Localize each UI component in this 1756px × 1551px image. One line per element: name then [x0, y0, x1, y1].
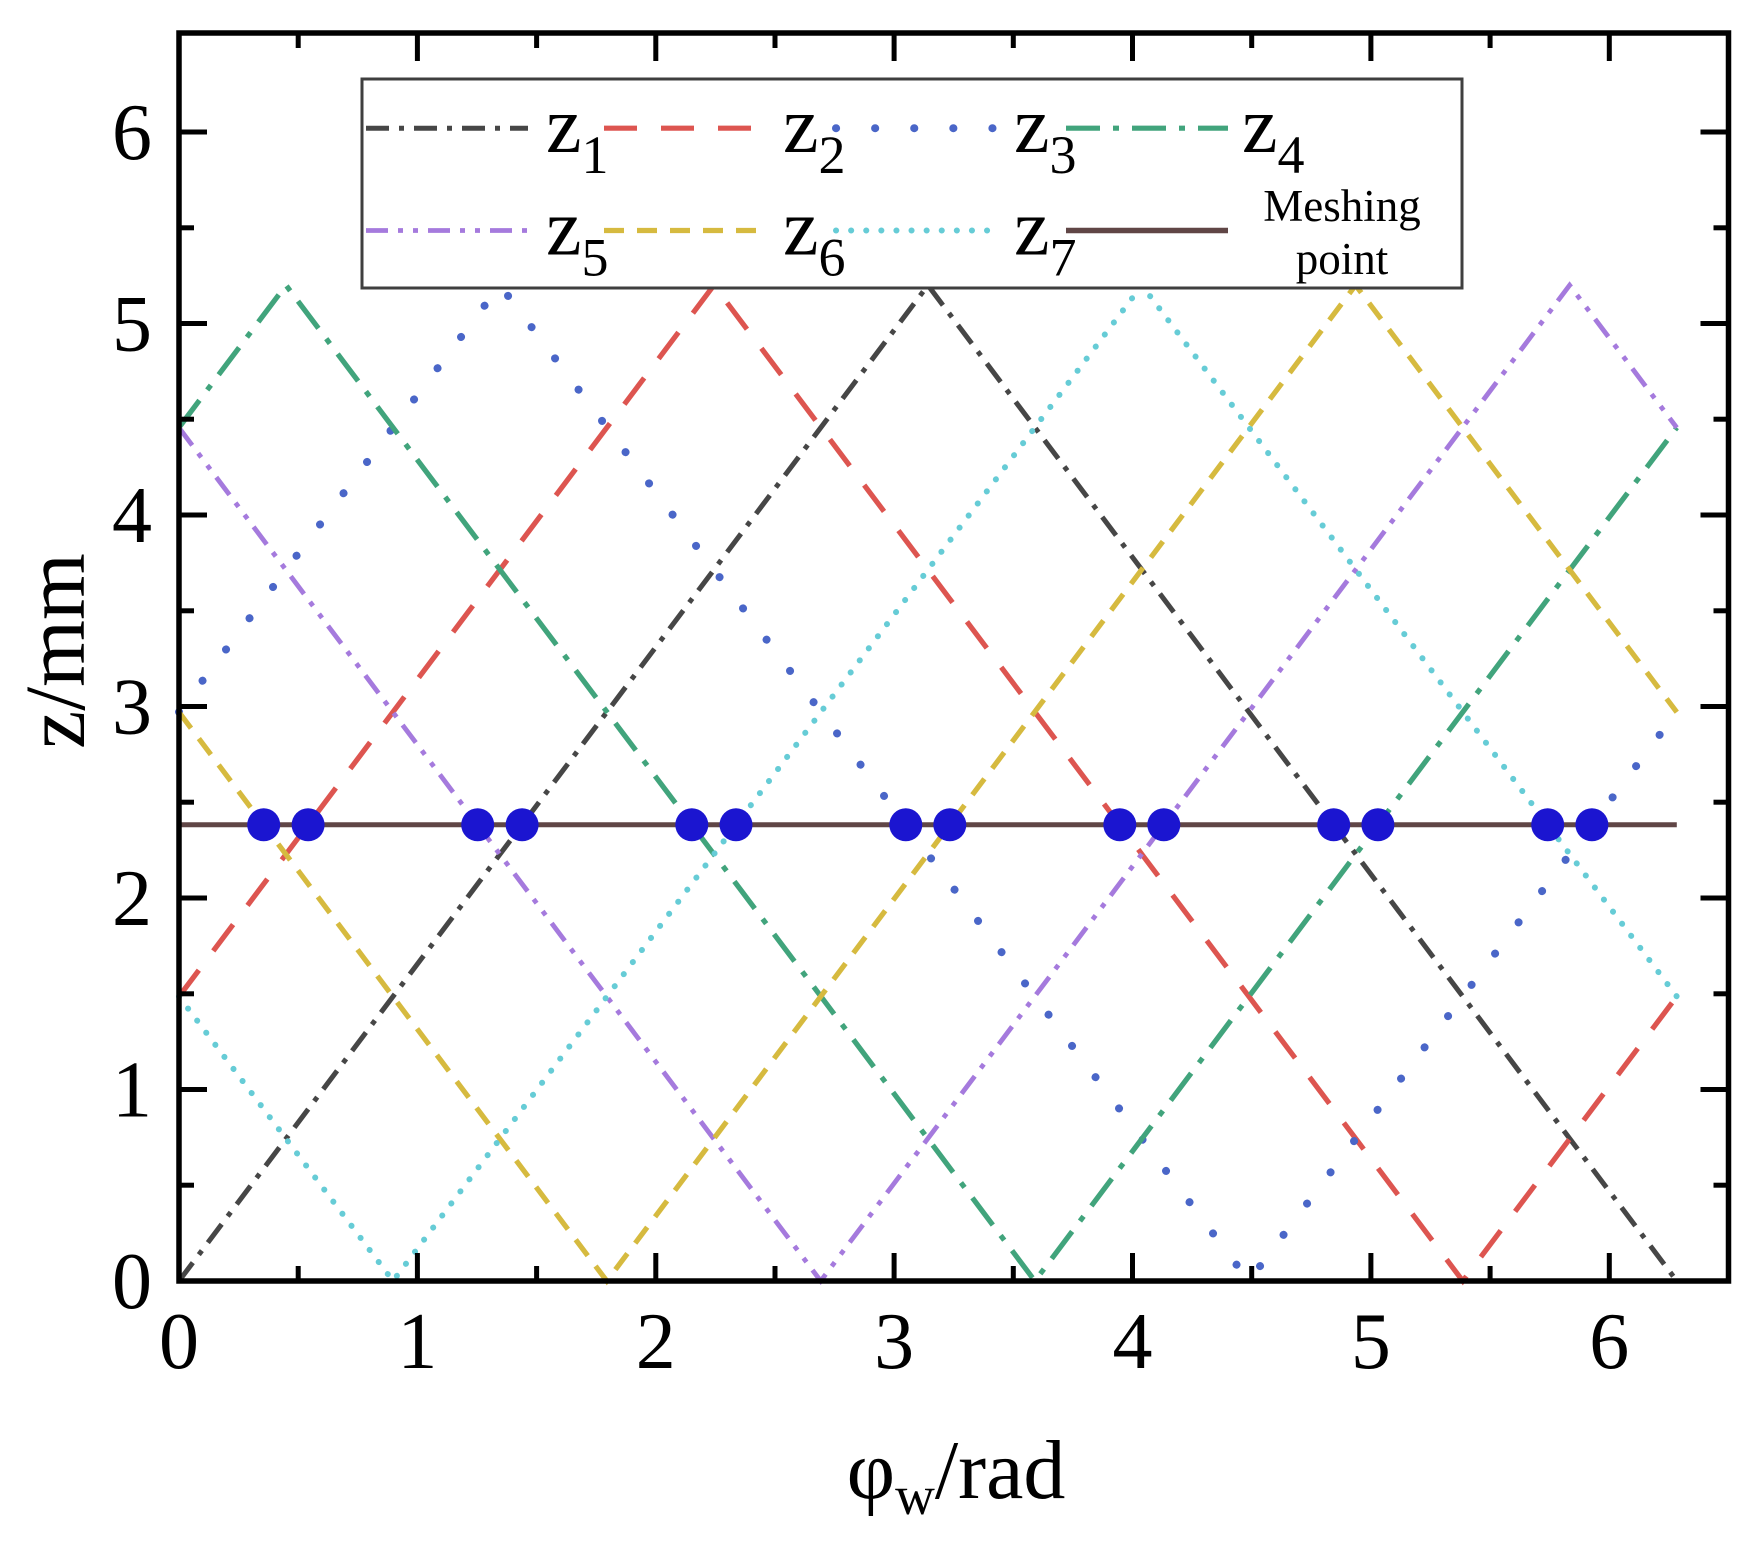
svg-text:1: 1 [397, 1298, 437, 1386]
svg-text:4: 4 [1113, 1298, 1153, 1386]
svg-text:6: 6 [112, 89, 152, 177]
svg-text:3: 3 [112, 664, 152, 752]
svg-text:0: 0 [159, 1298, 199, 1386]
svg-text:4: 4 [112, 472, 152, 560]
svg-text:z7: z7 [1014, 184, 1077, 287]
svg-text:point: point [1296, 234, 1389, 284]
svg-text:3: 3 [874, 1298, 914, 1386]
svg-text:5: 5 [1351, 1298, 1391, 1386]
svg-text:z/mm: z/mm [7, 553, 103, 749]
svg-text:2: 2 [112, 855, 152, 943]
svg-text:0: 0 [112, 1238, 152, 1326]
svg-text:Meshing: Meshing [1263, 181, 1421, 231]
svg-text:5: 5 [112, 281, 152, 369]
svg-text:1: 1 [112, 1047, 152, 1135]
svg-text:6: 6 [1589, 1298, 1629, 1386]
svg-text:2: 2 [636, 1298, 676, 1386]
svg-text:φw/rad: φw/rad [847, 1424, 1066, 1526]
svg-text:z4: z4 [1242, 82, 1305, 185]
